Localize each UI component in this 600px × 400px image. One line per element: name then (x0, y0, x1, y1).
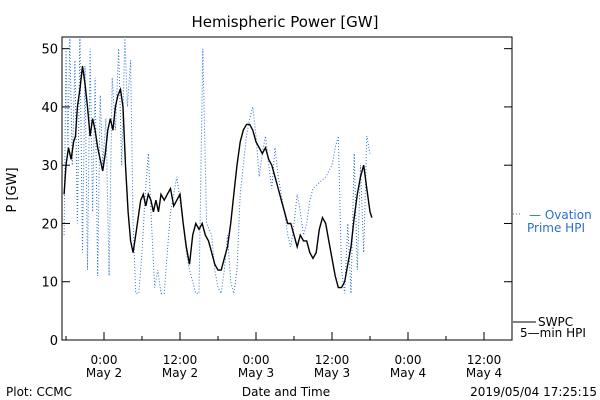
legend-ovation-label-line2: Prime HPI (527, 221, 585, 235)
legend-ovation-label-line1: — Ovation (529, 208, 592, 222)
x-tick-day-label: May 4 (466, 366, 502, 380)
y-tick-label: 10 (41, 276, 58, 291)
plot-series (63, 36, 373, 295)
legend-ovation: — Ovation Prime HPI (513, 208, 592, 235)
x-tick-time-label: 0:00 (395, 353, 422, 367)
x-axis-label: Date and Time (242, 385, 330, 399)
footer-credit: Plot: CCMC (6, 385, 72, 399)
y-tick-label: 0 (50, 334, 58, 349)
footer-timestamp: 2019/05/04 17:25:15 (470, 385, 597, 399)
series-swpc-line (63, 66, 373, 289)
y-tick-label: 30 (41, 159, 58, 174)
x-tick-day-label: May 3 (314, 366, 350, 380)
plot-frame (61, 36, 513, 341)
x-tick-time-label: 12:00 (163, 353, 198, 367)
x-tick-time-label: 0:00 (91, 353, 118, 367)
x-tick-day-label: May 2 (86, 366, 122, 380)
y-tick-label: 50 (41, 43, 58, 58)
y-tick-label: 20 (41, 217, 58, 232)
x-tick-day-label: May 4 (390, 366, 426, 380)
y-axis-label: P [GW] (5, 167, 20, 212)
x-tick-time-label: 0:00 (243, 353, 270, 367)
legend-swpc: SWPC 5—min HPI (513, 315, 586, 340)
legend-swpc-label-line1: SWPC (538, 315, 573, 329)
x-tick-time-label: 12:00 (467, 353, 502, 367)
x-tick-day-label: May 3 (238, 366, 274, 380)
legend-swpc-label-line2: 5—min HPI (520, 326, 586, 340)
x-tick-time-label: 12:00 (315, 353, 350, 367)
x-tick-day-label: May 2 (162, 366, 198, 380)
series-ovation-prime-line (63, 36, 371, 295)
chart-title: Hemispheric Power [GW] (192, 13, 379, 31)
y-tick-label: 40 (41, 101, 58, 116)
